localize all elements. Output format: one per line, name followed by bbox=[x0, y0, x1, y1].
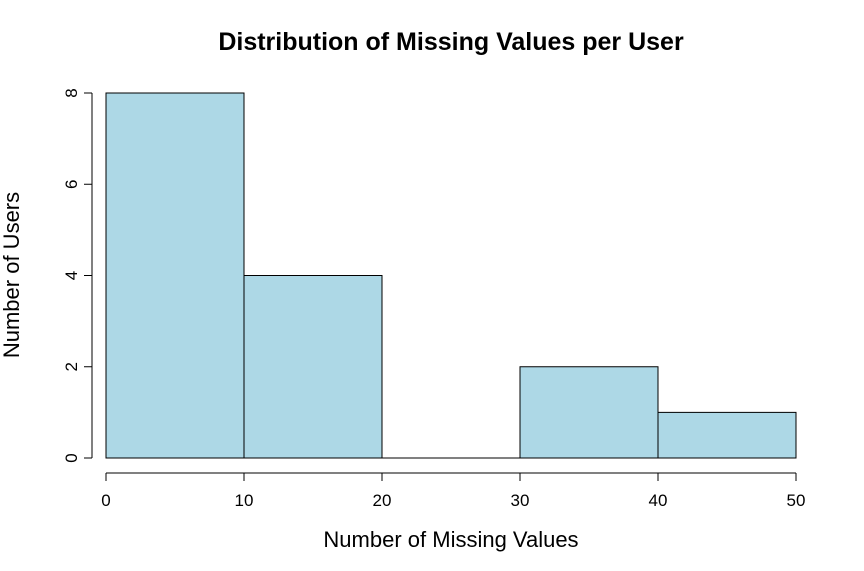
histogram-bar-30-40 bbox=[519, 366, 659, 459]
bars-group bbox=[105, 92, 797, 459]
y-tick-label: 2 bbox=[62, 362, 81, 371]
x-tick-label: 10 bbox=[235, 491, 254, 510]
y-tick-label: 0 bbox=[62, 453, 81, 462]
x-tick-label: 20 bbox=[373, 491, 392, 510]
y-axis-label: Number of Users bbox=[0, 192, 24, 358]
y-axis: 0 2 4 6 8 bbox=[62, 88, 93, 463]
x-tick-label: 30 bbox=[511, 491, 530, 510]
x-tick-label: 0 bbox=[101, 491, 110, 510]
chart-title: Distribution of Missing Values per User bbox=[218, 28, 684, 56]
histogram-bar-0-10 bbox=[105, 92, 245, 459]
histogram-bar-10-20 bbox=[243, 275, 383, 459]
y-tick-label: 8 bbox=[62, 88, 81, 97]
x-tick-label: 50 bbox=[787, 491, 806, 510]
x-axis-label: Number of Missing Values bbox=[323, 527, 578, 552]
y-tick-label: 6 bbox=[62, 180, 81, 189]
x-tick-label: 40 bbox=[649, 491, 668, 510]
x-axis: 0 10 20 30 40 50 bbox=[101, 472, 806, 510]
y-tick-label: 4 bbox=[62, 271, 81, 280]
histogram-bar-40-50 bbox=[657, 411, 797, 459]
